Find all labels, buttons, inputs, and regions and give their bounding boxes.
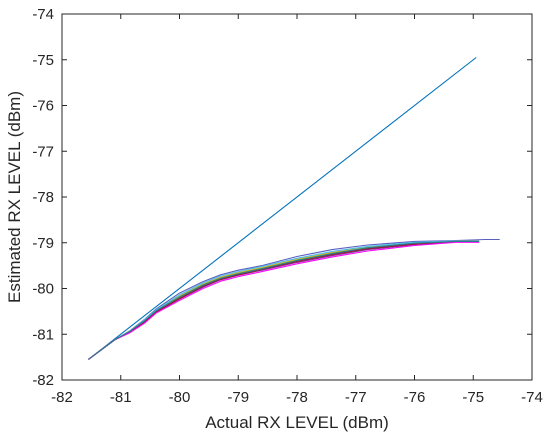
- x-tick-label: -78: [286, 389, 308, 406]
- x-tick-label: -74: [521, 389, 543, 406]
- x-tick-label: -80: [169, 389, 191, 406]
- x-tick-label: -77: [345, 389, 367, 406]
- series-line-10: [88, 240, 480, 360]
- y-tick-label: -76: [32, 98, 54, 115]
- y-tick-label: -82: [32, 372, 54, 389]
- y-tick-label: -80: [32, 281, 54, 298]
- y-tick-label: -81: [32, 326, 54, 343]
- x-tick-label: -82: [51, 389, 73, 406]
- x-tick-label: -79: [227, 389, 249, 406]
- tick-layer: -82 -81 -80 -79 -78 -77 -76 -75 -74 -82 -81 -80 -79 -…: [32, 6, 543, 406]
- series-line-8: [88, 240, 480, 360]
- x-tick-label: -81: [110, 389, 132, 406]
- series-layer: [88, 57, 500, 360]
- y-tick-label: -77: [32, 143, 54, 160]
- y-tick-label: -79: [32, 235, 54, 252]
- x-tick-label: -76: [404, 389, 426, 406]
- series-line-1: [88, 57, 477, 360]
- x-axis-label: Actual RX LEVEL (dBm): [205, 413, 389, 432]
- y-tick-label: -75: [32, 52, 54, 69]
- x-tick-label: -75: [462, 389, 484, 406]
- y-tick-label: -74: [32, 6, 54, 23]
- y-axis-label: Estimated RX LEVEL (dBm): [5, 91, 24, 303]
- y-tick-label: -78: [32, 189, 54, 206]
- series-line-9: [88, 241, 480, 360]
